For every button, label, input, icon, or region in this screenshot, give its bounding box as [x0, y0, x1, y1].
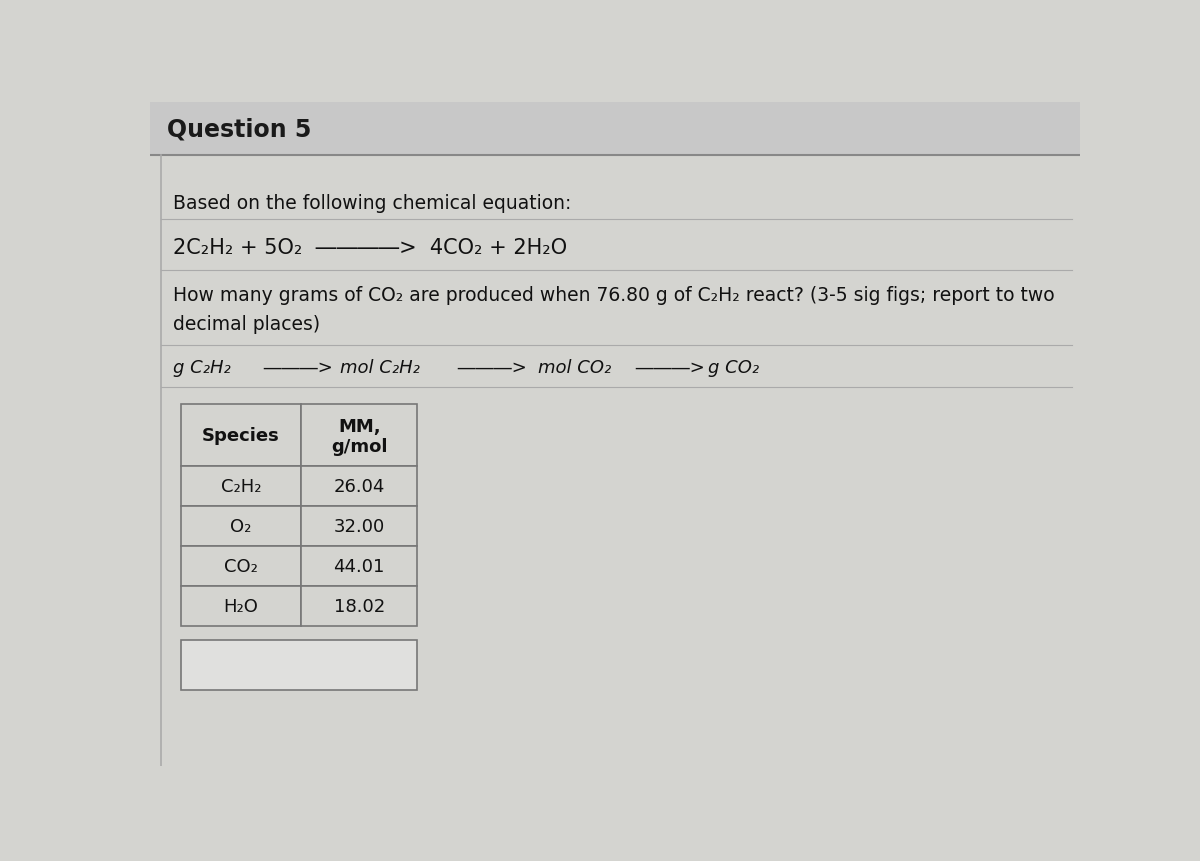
Text: g CO₂: g CO₂ [708, 359, 760, 376]
Bar [301, 467, 418, 506]
Bar [181, 641, 418, 691]
Text: C₂H₂: C₂H₂ [221, 477, 262, 495]
Bar [181, 586, 301, 626]
Text: 18.02: 18.02 [334, 598, 385, 616]
Bar [301, 547, 418, 586]
Text: 44.01: 44.01 [334, 557, 385, 575]
Bar [181, 506, 301, 547]
Bar [301, 405, 418, 467]
Bar [301, 506, 418, 547]
Text: How many grams of CO₂ are produced when 76.80 g of C₂H₂ react? (3-5 sig figs; re: How many grams of CO₂ are produced when … [173, 286, 1055, 305]
Text: 32.00: 32.00 [334, 517, 385, 536]
Text: Based on the following chemical equation:: Based on the following chemical equation… [173, 194, 571, 213]
Text: ―――>: ―――> [630, 359, 710, 376]
Text: O₂: O₂ [230, 517, 252, 536]
Text: Species: Species [202, 426, 280, 444]
Text: decimal places): decimal places) [173, 315, 320, 334]
Bar [301, 586, 418, 626]
Text: MM,: MM, [338, 418, 380, 436]
Bar [150, 103, 1080, 156]
Text: mol CO₂: mol CO₂ [538, 359, 611, 376]
Bar [181, 547, 301, 586]
Text: 26.04: 26.04 [334, 477, 385, 495]
Text: mol C₂H₂: mol C₂H₂ [340, 359, 420, 376]
Text: ―――>: ―――> [452, 359, 533, 376]
Text: g/mol: g/mol [331, 437, 388, 455]
Text: CO₂: CO₂ [224, 557, 258, 575]
Bar [181, 405, 301, 467]
Text: H₂O: H₂O [223, 598, 258, 616]
Text: ―――>: ―――> [258, 359, 340, 376]
Text: g C₂H₂: g C₂H₂ [173, 359, 230, 376]
Text: Question 5: Question 5 [167, 117, 312, 141]
Bar [181, 467, 301, 506]
Text: 2C₂H₂ + 5O₂  ――――>  4CO₂ + 2H₂O: 2C₂H₂ + 5O₂ ――――> 4CO₂ + 2H₂O [173, 238, 568, 258]
